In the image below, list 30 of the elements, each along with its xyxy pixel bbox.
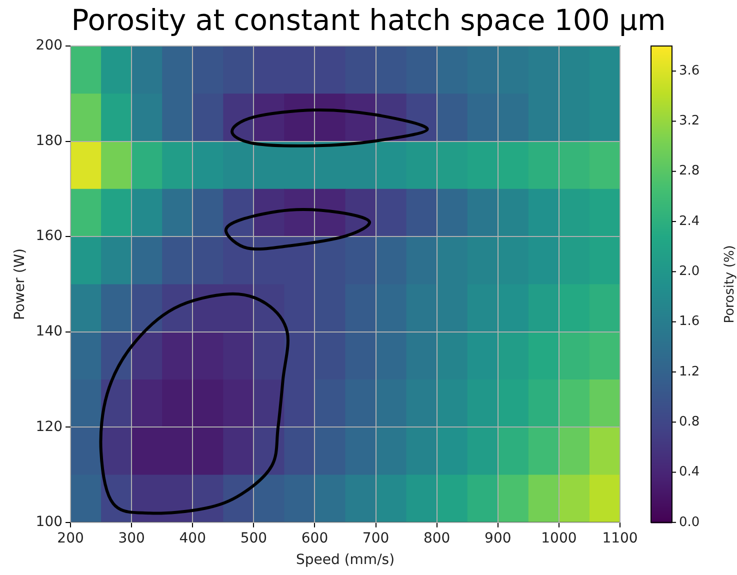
color-bar-label: 2.4	[679, 214, 700, 229]
x-tick-label: 1100	[602, 530, 638, 546]
y-tick-label: 100	[36, 514, 63, 530]
color-bar-label: 1.6	[679, 314, 700, 330]
x-axis-title: Speed (mm/s)	[296, 552, 395, 568]
color-bar-label: 0.0	[679, 514, 700, 530]
x-tick-label: 400	[179, 530, 206, 546]
color-bar-title: Porosity (%)	[722, 245, 737, 324]
y-tick-label: 160	[36, 228, 63, 244]
y-tick-label: 120	[36, 418, 63, 435]
x-tick-label: 1000	[541, 530, 577, 546]
x-tick-label: 200	[57, 530, 84, 546]
color-bar-label: 0.8	[679, 414, 700, 430]
color-bar-label: 2.8	[679, 164, 700, 179]
x-tick-label: 300	[118, 530, 145, 546]
color-bar-label: 0.4	[679, 464, 700, 480]
x-tick-label: 700	[362, 530, 390, 546]
color-bar-label: 2.0	[679, 264, 700, 280]
color-bar-label: 1.2	[679, 364, 700, 380]
color-bar-label: 3.6	[679, 63, 700, 78]
x-tick-label: 900	[484, 530, 512, 546]
x-tick-label: 800	[423, 530, 450, 546]
color-bar-label: 3.2	[679, 114, 700, 129]
y-tick-label: 180	[36, 132, 63, 149]
y-tick-label: 200	[36, 38, 63, 54]
chart-title: Porosity at constant hatch space 100 µm	[70, 2, 667, 38]
x-tick-label: 500	[240, 530, 268, 546]
y-tick-label: 140	[36, 323, 63, 340]
y-axis-title: Power (W)	[12, 248, 28, 320]
x-tick-label: 600	[301, 530, 328, 546]
